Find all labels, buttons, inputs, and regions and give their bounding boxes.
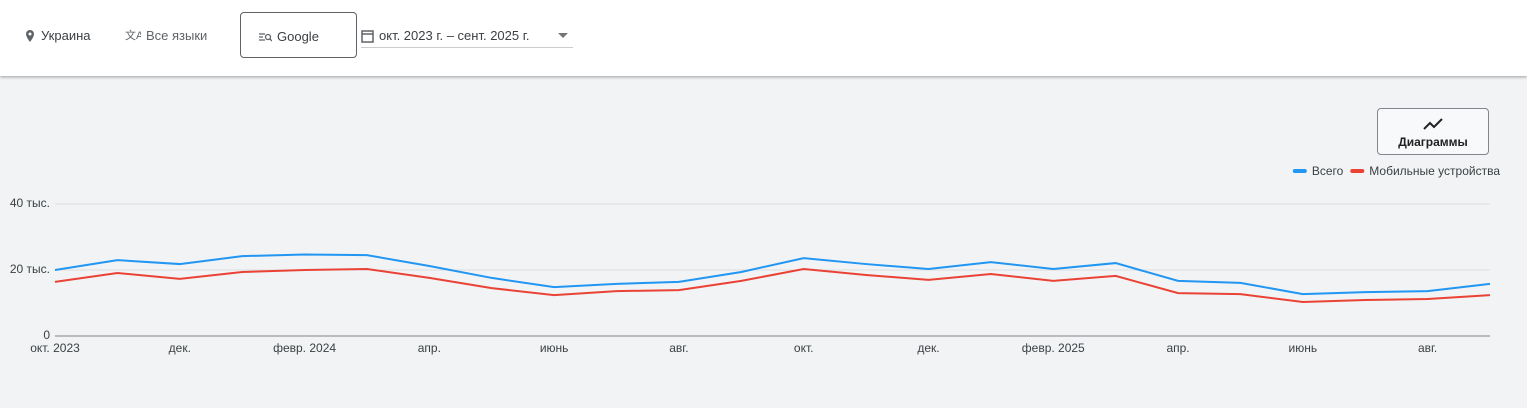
y-tick-label: 20 тыс. [10, 262, 50, 276]
icon [26, 29, 34, 42]
x-tick-label: авг. [669, 341, 688, 355]
y-tick-label: 40 тыс. [10, 196, 50, 210]
x-tick-label: авг. [1418, 341, 1437, 355]
date-range: окт. 2023 г. – сент. 2025 г. [379, 28, 530, 43]
language-filter[interactable]: 文A Все языки [125, 28, 207, 43]
icon: 文A [125, 29, 141, 42]
x-tick-label: февр. 2024 [273, 341, 336, 355]
y-tick-label: 0 [43, 328, 50, 342]
svg-text:文A: 文A [125, 29, 141, 42]
x-tick-label: окт. [794, 341, 814, 355]
x-tick-label: июнь [540, 341, 569, 355]
icon [557, 32, 568, 38]
chart-button[interactable]: Диаграммы [1377, 108, 1489, 155]
series-line [54, 253, 1491, 296]
location-filter[interactable]: Украина [24, 28, 91, 43]
x-tick-label: окт. 2023 [30, 341, 80, 355]
location: Украина [41, 28, 91, 43]
network-filter[interactable]: Google [240, 12, 357, 58]
x-tick-label: февр. 2025 [1022, 341, 1085, 355]
x-tick-label: апр. [1166, 341, 1189, 355]
toolbar: Украина 文A Все языки Google окт. 2023 г. … [0, 0, 1527, 76]
icon [259, 32, 272, 41]
icon [1423, 118, 1443, 130]
language: Все языки [146, 28, 208, 43]
network: Google [277, 29, 319, 44]
series-line [54, 268, 1491, 304]
legend-label: Мобильные устройства [1369, 164, 1500, 178]
date-filter[interactable]: окт. 2023 г. – сент. 2025 г. [361, 28, 573, 48]
legend-label: Всего [1312, 164, 1344, 178]
x-tick-label: июнь [1289, 341, 1318, 355]
x-tick-label: дек. [917, 341, 939, 355]
icon [361, 29, 374, 43]
chart-button-label: Диаграммы [1398, 135, 1468, 149]
x-tick-label: апр. [418, 341, 441, 355]
x-tick-label: дек. [169, 341, 191, 355]
